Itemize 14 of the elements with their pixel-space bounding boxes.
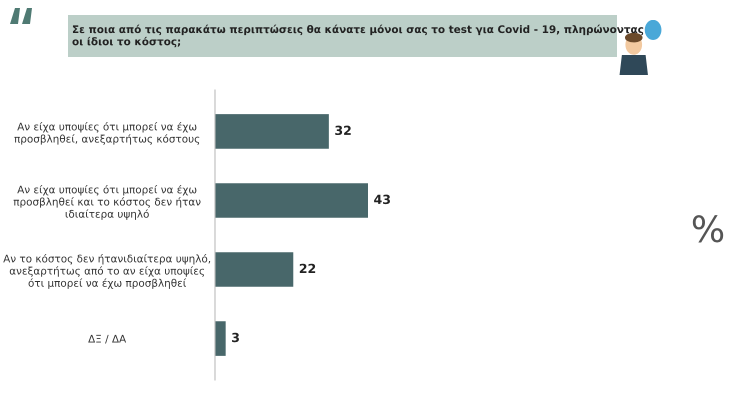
y-tick-label: Αν είχα υποψίες ότι μπορεί να έχω προσβληθεί και το κόστος δεν ήταν ιδιαίτερα υψηλό: [14, 184, 201, 220]
y-tick-label: Αν είχα υποψίες ότι μπορεί να έχω προσβληθεί, ανεξαρτήτως κόστους: [14, 122, 200, 145]
bar: [215, 114, 329, 149]
data-label: 3: [232, 332, 239, 342]
text: %: [692, 215, 724, 242]
bar: [215, 252, 294, 287]
bar: [215, 183, 368, 218]
data-label: 32: [335, 126, 351, 136]
y-tick-label: ΔΞ / ΔΑ: [88, 334, 126, 344]
y-tick-label: Αν το κόστος δεν ήτανιδιαίτερα υψηλό, ανεξαρτήτως από το αν είχα υποψίες ότι μπορεί να έχω προσβληθεί: [3, 254, 210, 289]
bar: [215, 321, 226, 356]
data-label: 43: [374, 194, 390, 204]
chart-title: Σε ποια από τις παρακάτω περιπτώσεις θα κάνατε μόνοι σας το test για Covid - 19, πληρώνοντας οι ίδιοι το κόστος;: [72, 24, 644, 48]
data-label: 22: [300, 264, 316, 273]
